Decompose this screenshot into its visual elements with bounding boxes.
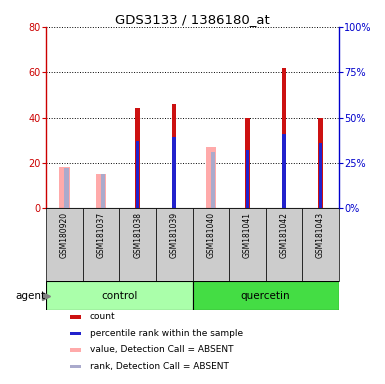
- FancyBboxPatch shape: [229, 208, 266, 281]
- FancyBboxPatch shape: [156, 208, 192, 281]
- Text: rank, Detection Call = ABSENT: rank, Detection Call = ABSENT: [90, 362, 229, 371]
- Bar: [318, 118, 323, 208]
- Text: count: count: [90, 313, 115, 321]
- Text: GSM181042: GSM181042: [280, 212, 288, 258]
- Text: value, Detection Call = ABSENT: value, Detection Call = ABSENT: [90, 346, 233, 354]
- Text: control: control: [101, 291, 137, 301]
- Bar: [70, 332, 81, 335]
- Bar: [70, 348, 81, 352]
- Text: GSM181039: GSM181039: [170, 212, 179, 258]
- Bar: [282, 68, 286, 208]
- FancyBboxPatch shape: [192, 281, 339, 310]
- Bar: [245, 118, 249, 208]
- FancyBboxPatch shape: [46, 281, 192, 310]
- Text: GSM181040: GSM181040: [206, 212, 215, 258]
- Bar: [136, 141, 139, 208]
- Text: GSM181037: GSM181037: [97, 212, 105, 258]
- Bar: [172, 137, 176, 208]
- FancyBboxPatch shape: [46, 208, 83, 281]
- FancyBboxPatch shape: [266, 208, 302, 281]
- Text: quercetin: quercetin: [241, 291, 290, 301]
- Text: percentile rank within the sample: percentile rank within the sample: [90, 329, 243, 338]
- Bar: [96, 174, 106, 208]
- Bar: [246, 150, 249, 208]
- Text: agent: agent: [15, 291, 45, 301]
- Bar: [136, 108, 140, 208]
- Bar: [206, 147, 216, 208]
- Text: GSM181043: GSM181043: [316, 212, 325, 258]
- Bar: [211, 152, 215, 208]
- Title: GDS3133 / 1386180_at: GDS3133 / 1386180_at: [115, 13, 270, 26]
- Bar: [319, 143, 322, 208]
- Bar: [101, 174, 105, 208]
- Bar: [172, 104, 176, 208]
- Text: GSM180920: GSM180920: [60, 212, 69, 258]
- FancyBboxPatch shape: [302, 208, 339, 281]
- Bar: [70, 315, 81, 319]
- Bar: [59, 167, 70, 208]
- Text: GSM181038: GSM181038: [133, 212, 142, 258]
- FancyBboxPatch shape: [192, 208, 229, 281]
- FancyBboxPatch shape: [119, 208, 156, 281]
- Text: GSM181041: GSM181041: [243, 212, 252, 258]
- FancyBboxPatch shape: [83, 208, 119, 281]
- Bar: [64, 168, 69, 208]
- Bar: [70, 365, 81, 368]
- Bar: [282, 134, 286, 208]
